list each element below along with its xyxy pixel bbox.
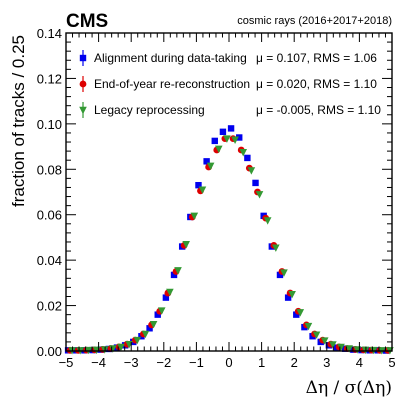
y-tick-label: 0.12 <box>37 71 62 86</box>
data-point <box>345 345 353 353</box>
x-tick-label: 2 <box>291 355 298 370</box>
data-point <box>141 330 150 339</box>
data-point <box>312 331 321 339</box>
legend-entry: Alignment during data-taking μ = 0.107, R… <box>79 50 377 66</box>
legend-label: Alignment during data-taking <box>94 51 247 65</box>
y-tick-label: 0.14 <box>37 26 62 41</box>
x-tick-label: −2 <box>156 355 171 370</box>
data-point <box>206 162 215 171</box>
data-point <box>166 288 174 297</box>
x-tick-label: 4 <box>356 355 363 370</box>
data-point <box>149 320 158 329</box>
data-point <box>288 291 296 299</box>
data-point <box>252 179 259 187</box>
data-point <box>174 267 182 275</box>
data-point <box>223 135 231 143</box>
axis-ticks: −5 −4 −3 −2 −1 0 1 2 3 4 5 0.00 0.02 0.04 0.06 0.08 0.10… <box>37 26 396 370</box>
data-point <box>263 217 272 225</box>
data-point <box>198 186 207 194</box>
data-point <box>154 311 161 318</box>
data-point <box>203 158 210 165</box>
legend-marker <box>79 106 87 115</box>
data-point <box>284 294 292 301</box>
data-point <box>255 191 264 199</box>
data-point <box>244 154 251 162</box>
data-point <box>157 307 166 315</box>
legend-marker <box>79 54 87 62</box>
data-point <box>296 309 305 317</box>
legend: Alignment during data-taking μ = 0.107, R… <box>79 50 381 118</box>
data-point <box>280 269 288 277</box>
x-tick-label: 0 <box>225 355 232 370</box>
data-point <box>304 322 313 331</box>
legend-label: End-of-year re-reconstruction <box>94 77 250 91</box>
dataset-label: cosmic rays (2016+2017+2018) <box>237 15 392 27</box>
data-point <box>214 145 223 154</box>
x-tick-label: −3 <box>124 355 139 370</box>
legend-marker <box>79 80 87 88</box>
data-point <box>337 343 345 352</box>
x-tick-label: 5 <box>388 355 395 370</box>
y-tick-label: 0.04 <box>37 253 62 268</box>
legend-label: Legacy reprocessing <box>94 103 205 117</box>
x-tick-label: 3 <box>323 355 330 370</box>
y-tick-label: 0.08 <box>37 162 62 177</box>
data-point <box>320 337 329 345</box>
data-point <box>272 244 280 252</box>
data-point <box>231 136 239 144</box>
x-tick-label: −1 <box>189 355 204 370</box>
data-point <box>146 325 153 332</box>
y-tick-label: 0.10 <box>37 117 62 132</box>
data-point <box>329 341 337 349</box>
x-tick-label: −4 <box>91 355 106 370</box>
y-tick-label: 0.06 <box>37 208 62 223</box>
data-point <box>276 271 284 279</box>
data-point <box>227 125 235 132</box>
data-point <box>109 345 117 353</box>
data-point <box>219 128 227 136</box>
legend-entry: End-of-year re-reconstruction μ = 0.020, … <box>79 76 377 92</box>
data-point <box>239 149 248 157</box>
data-point <box>190 212 199 221</box>
y-tick-label: 0.02 <box>37 299 62 314</box>
data-point <box>170 271 178 279</box>
data-point <box>211 137 218 145</box>
x-tick-label: −5 <box>59 355 74 370</box>
data-point <box>195 181 202 189</box>
legend-stats: μ = -0.005, RMS = 1.10 <box>256 103 381 117</box>
x-tick-label: 1 <box>258 355 265 370</box>
legend-entry: Legacy reprocessing μ = -0.005, RMS = 1.1… <box>79 102 381 118</box>
data-point <box>247 167 256 175</box>
data-point <box>162 294 170 301</box>
data-point <box>293 311 300 318</box>
data-point <box>117 343 125 352</box>
legend-stats: μ = 0.107, RMS = 1.06 <box>256 51 377 65</box>
x-axis-label: Δη / σ(Δη) <box>306 378 392 398</box>
data-point <box>236 134 243 141</box>
y-axis-label: fraction of tracks / 0.25 <box>9 35 28 207</box>
experiment-label: CMS <box>66 11 108 32</box>
data-point <box>133 336 142 345</box>
data-point <box>182 241 190 249</box>
y-tick-label: 0.00 <box>37 344 62 359</box>
legend-stats: μ = 0.020, RMS = 1.10 <box>256 77 377 91</box>
